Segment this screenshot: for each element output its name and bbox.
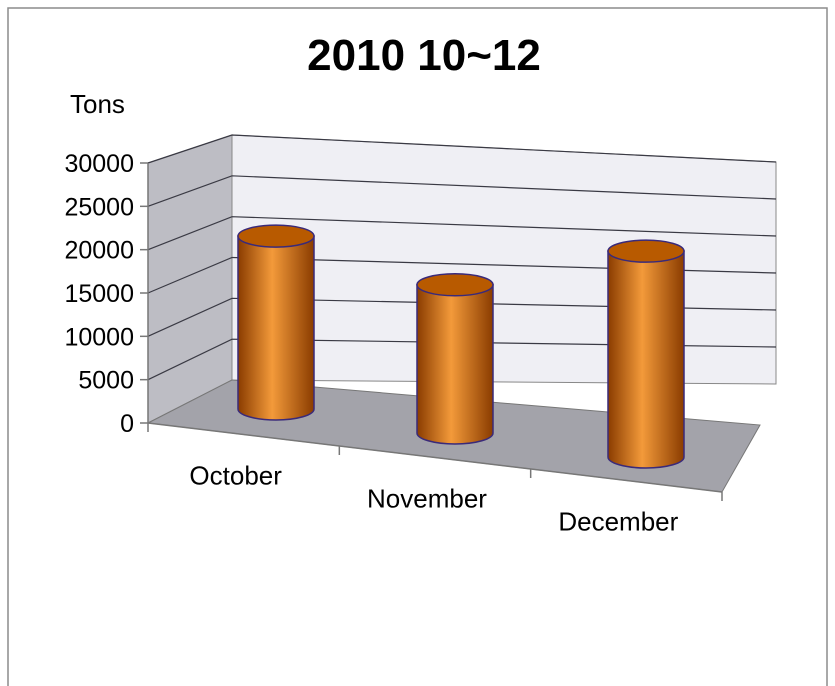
y-axis: 0 5000 10000 15000 20000 25000 30000: [64, 150, 149, 438]
gridline: [147, 338, 777, 381]
bar-october: [237, 224, 315, 421]
bars: [237, 224, 685, 469]
x-axis-line: [147, 422, 723, 493]
chart-title: 2010 10~12: [307, 31, 541, 80]
gridline: [147, 256, 777, 294]
y-tick-label: 10000: [64, 323, 134, 351]
x-tick-label: November: [367, 484, 487, 514]
gridline: [147, 216, 777, 251]
side-wall: [147, 134, 233, 424]
y-tick-label: 20000: [64, 237, 134, 265]
gridlines: [147, 134, 777, 381]
x-tick-label: December: [558, 507, 678, 537]
y-tick-label: 0: [120, 410, 134, 438]
x-tick-label: October: [189, 461, 282, 491]
bar-november: [416, 273, 494, 445]
bar-body: [416, 284, 494, 445]
y-axis-label: Tons: [70, 89, 125, 119]
y-tick-label: 15000: [64, 280, 134, 308]
bar-top: [607, 239, 685, 263]
bar-body: [607, 250, 685, 469]
bar-top: [237, 224, 315, 248]
y-tick-label: 30000: [64, 150, 134, 178]
gridline: [147, 134, 777, 164]
y-tick-label: 5000: [78, 367, 134, 395]
x-axis: October November December: [147, 422, 723, 537]
gridline: [147, 297, 777, 337]
y-tick-label: 25000: [64, 193, 134, 221]
gridline: [147, 175, 777, 207]
bar-december: [607, 239, 685, 469]
bar-top: [416, 273, 494, 297]
bar-body: [237, 235, 315, 421]
